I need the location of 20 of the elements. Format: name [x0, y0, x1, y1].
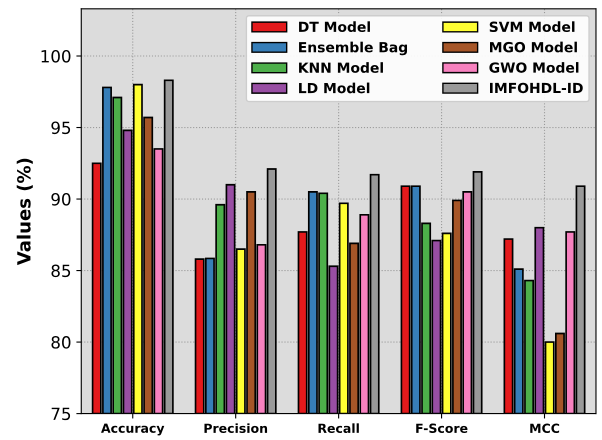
legend-label: DT Model [299, 21, 370, 32]
y-tick-label: 95 [51, 121, 70, 134]
legend-label: MGO Model [490, 42, 577, 52]
legend-label: KNN Model [299, 62, 383, 73]
x-tick-label: MCC [530, 424, 560, 433]
x-tick-label: Precision [204, 423, 268, 433]
y-tick-label: 80 [51, 336, 70, 349]
legend-label: GWO Model [489, 62, 578, 73]
x-tick-label: Recall [318, 423, 359, 433]
y-tick-label: 75 [52, 408, 70, 420]
x-tick-label: Accuracy [101, 424, 164, 436]
y-axis-title: Values (%) [16, 158, 33, 266]
y-tick-label: 100 [42, 50, 70, 63]
legend-label: SVM Model [490, 21, 574, 32]
legend-label: Ensemble Bag [299, 42, 408, 56]
legend-label: IMFOHDL-ID [490, 82, 583, 94]
y-tick-label: 90 [51, 193, 70, 206]
legend-label: LD Model [299, 82, 370, 94]
x-tick-label: F-Score [416, 424, 468, 433]
y-tick-label: 85 [51, 264, 70, 278]
